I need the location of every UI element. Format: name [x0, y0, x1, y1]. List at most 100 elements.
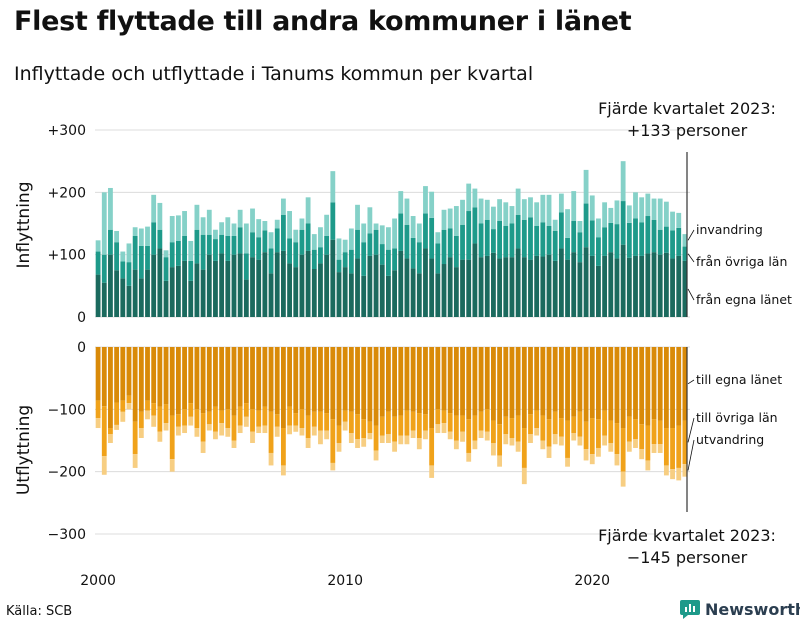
bar-segment [404, 258, 410, 317]
bar-segment [311, 347, 317, 412]
annotation-heading: Fjärde kvartalet 2023: [598, 526, 776, 545]
bar-segment [497, 347, 503, 425]
bar-segment [515, 214, 521, 249]
bar-segment [410, 347, 416, 412]
bar-segment [182, 409, 187, 426]
bar-segment [126, 243, 132, 263]
bar-segment [367, 207, 373, 234]
bar-segment [596, 347, 601, 420]
bar-segment [348, 347, 354, 412]
newsworthy-logo[interactable]: Newsworthy [680, 598, 800, 620]
bar-segment [552, 411, 558, 435]
bar-segment [602, 347, 608, 411]
bar-segment [206, 347, 212, 412]
bar-segment [435, 424, 441, 434]
series-label: till övriga län [696, 410, 778, 425]
bar-segment [540, 347, 546, 416]
bar-segment [336, 425, 342, 443]
bar-segment [589, 418, 595, 455]
bar-segment [299, 218, 305, 230]
bar-segment [441, 229, 447, 265]
bar-segment [194, 229, 200, 264]
bar-segment [225, 409, 231, 429]
bar-segment [429, 217, 435, 259]
bar-segment [410, 430, 416, 439]
bar-segment [151, 403, 157, 416]
bar-segment [676, 467, 682, 481]
bar-segment [114, 242, 120, 271]
bar-segment [521, 467, 527, 485]
chart-title: Flest flyttade till andra kommuner i län… [14, 6, 632, 37]
bar-segment [453, 206, 459, 236]
x-tick-label: 2000 [80, 573, 116, 589]
bar-segment [639, 347, 645, 425]
bar-segment [521, 257, 527, 317]
annotation-value: +133 personer [627, 121, 748, 140]
bar-segment [639, 255, 645, 317]
gridlines [95, 129, 690, 535]
bar-segment [336, 259, 342, 273]
bar-segment [682, 464, 688, 477]
bar-segment [423, 186, 428, 214]
bar-segment [676, 347, 682, 426]
bar-segment [670, 230, 675, 259]
bar-segment [633, 439, 638, 448]
bar-segment [589, 195, 595, 221]
bar-segment [633, 218, 638, 256]
bar-segment [509, 438, 515, 446]
bar-segment [237, 209, 243, 228]
bar-segment [651, 419, 657, 445]
bar-segment [478, 430, 484, 439]
bar-segment [355, 204, 360, 230]
bar-segment [620, 244, 626, 317]
bar-segment [676, 212, 682, 228]
bar-segment [651, 347, 657, 420]
bar-segment [206, 411, 212, 425]
bar-segment [287, 263, 292, 317]
bar-segment [287, 425, 292, 435]
bar-segment [231, 254, 237, 317]
bar-segment [565, 209, 570, 238]
bar-segment [386, 249, 391, 276]
bar-segment [336, 442, 342, 452]
bar-segment [491, 206, 496, 230]
bar-segment [348, 411, 354, 434]
bar-segment [466, 183, 472, 212]
bar-segment [639, 449, 645, 460]
bar-segment [410, 268, 416, 317]
bar-segment [280, 465, 286, 476]
series-label: utvandring [696, 432, 764, 447]
bar-segment [169, 347, 175, 416]
bar-segment [447, 228, 453, 258]
bar-segment [571, 221, 577, 253]
bar-segment [423, 248, 428, 317]
bar-segment [460, 347, 465, 416]
bar-segment [528, 197, 533, 218]
bar-segment [663, 201, 669, 227]
bar-segment [188, 240, 194, 261]
bar-segment [472, 243, 478, 317]
bar-segment [484, 347, 490, 410]
bar-segment [583, 421, 589, 450]
bar-segment [367, 421, 373, 434]
bar-segment [497, 221, 503, 259]
bar-segment [565, 347, 570, 421]
bar-segment [194, 428, 200, 437]
bar-segment [95, 240, 101, 252]
bar-segment [206, 209, 212, 235]
bar-segment [194, 347, 200, 410]
bar-segment [447, 208, 453, 229]
bar-segment [602, 255, 608, 317]
bar-segment [460, 224, 465, 260]
bar-segment [373, 229, 379, 255]
bar-segment [663, 465, 669, 476]
bar-segment [355, 258, 360, 317]
bar-segment [225, 347, 231, 410]
bar-segment [274, 426, 280, 437]
bar-segment [206, 234, 212, 255]
bar-segment [138, 245, 144, 279]
bar-segment [95, 400, 101, 419]
bar-segment [126, 403, 132, 410]
bar-segment [379, 264, 385, 317]
bar-segment [213, 431, 218, 440]
